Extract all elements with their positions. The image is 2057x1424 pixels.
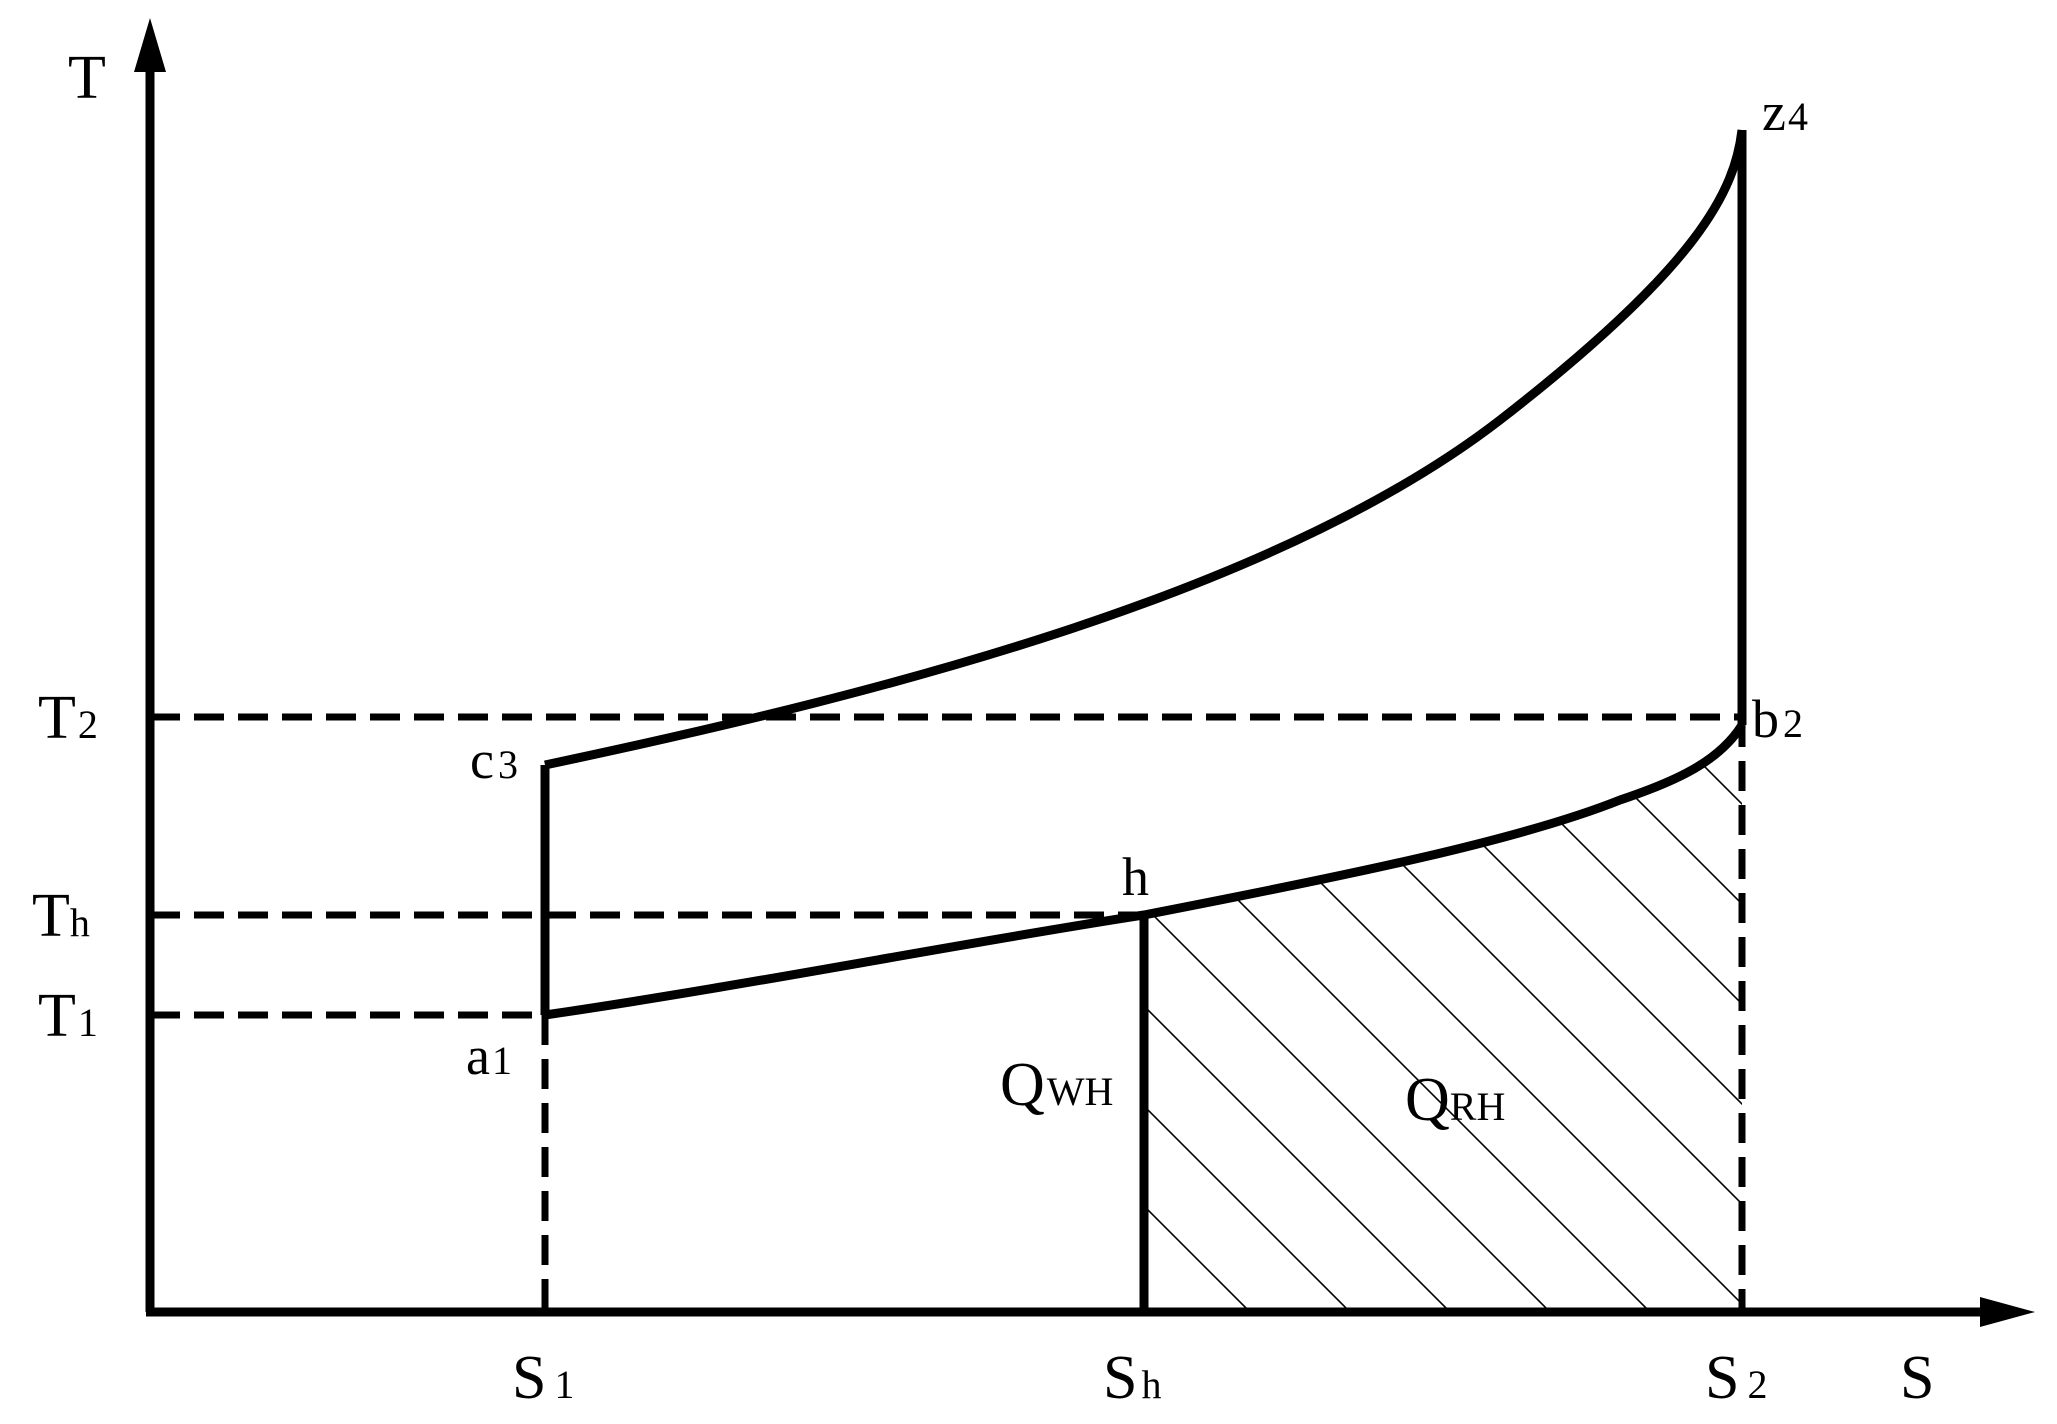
tick-label-th: Th [32,882,90,950]
y-axis-arrow [134,18,166,72]
x-axis-arrow [1980,1297,2035,1327]
hatch-line [1144,725,1351,1312]
curve-c-z [544,129,1747,770]
hatch-line [1144,725,1551,1312]
point-label-a1: a1 [466,1026,512,1086]
curve-a-h-b [544,722,1746,1020]
point-label-h: h [1122,847,1149,907]
y-axis-label: T [68,44,106,112]
region-label-qrh: QRH [1405,1066,1505,1134]
tick-label-t2: T2 [38,684,98,752]
tick-label-t1: T1 [38,982,98,1050]
x-axis-label: S [1900,1344,1934,1412]
point-label-z4: z4 [1762,82,1808,142]
hatch-line [1144,725,1451,1312]
hatch-line [1144,725,1651,1312]
region-label-qwh: QWH [1000,1051,1113,1119]
